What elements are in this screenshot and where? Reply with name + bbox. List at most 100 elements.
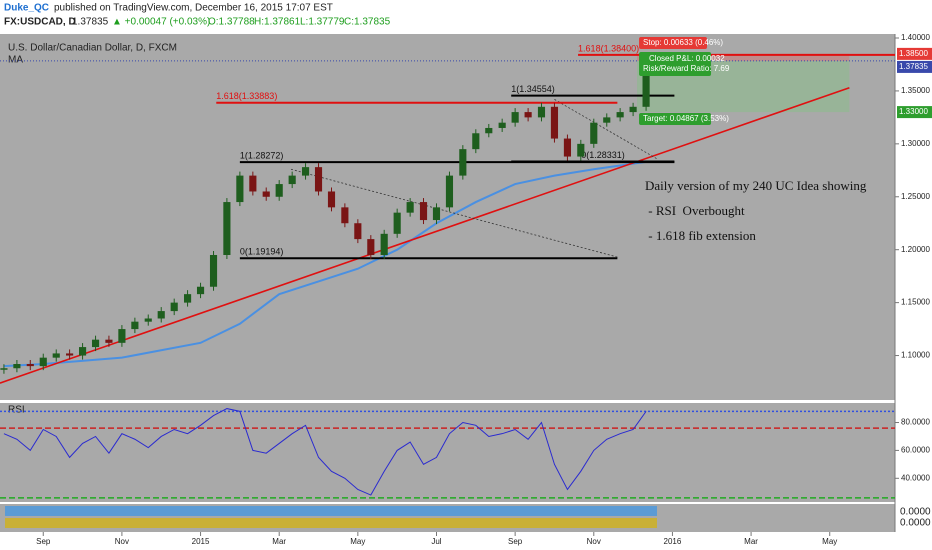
candle-body bbox=[393, 212, 401, 234]
x-tick-label: Nov bbox=[115, 537, 129, 546]
candle-body bbox=[223, 202, 231, 255]
stop-box bbox=[639, 37, 708, 49]
annotation: - 1.618 fib extension bbox=[645, 228, 756, 243]
rsi-line bbox=[3, 408, 647, 496]
candle-body bbox=[288, 175, 296, 185]
candle-body bbox=[131, 321, 139, 330]
candle-body bbox=[79, 347, 87, 356]
candle-body bbox=[105, 339, 113, 343]
candle-body bbox=[0, 368, 8, 370]
candle-body bbox=[472, 133, 480, 150]
candle-body bbox=[537, 106, 546, 118]
rsi-tick-label: 80.0000 bbox=[901, 418, 930, 427]
x-tick-label: May bbox=[822, 537, 837, 546]
price-marker bbox=[897, 60, 932, 73]
rsi-tick-label: 60.0000 bbox=[901, 446, 930, 455]
target-text: Target: 0.04867 (3.53%) bbox=[643, 114, 729, 123]
volume-strip bbox=[5, 506, 657, 528]
y-tick-label: 1.15000 bbox=[901, 298, 930, 307]
last: 1.37835 bbox=[72, 17, 109, 28]
x-tick-label: Jul bbox=[431, 537, 441, 546]
candle-body bbox=[39, 357, 47, 367]
publisher: Duke_QC bbox=[4, 3, 49, 14]
price-marker-label: 1.37835 bbox=[899, 62, 928, 71]
candle-body bbox=[341, 207, 349, 224]
symbol: FX:USDCAD, D bbox=[4, 17, 76, 28]
rsi-tick-label: 40.0000 bbox=[901, 473, 930, 482]
candle-body bbox=[249, 175, 257, 192]
candle-body bbox=[262, 191, 270, 197]
x-tick-label: 2016 bbox=[664, 537, 682, 546]
candle-body bbox=[118, 329, 126, 343]
price-marker-label: 1.38500 bbox=[899, 49, 928, 58]
candle-body bbox=[524, 112, 532, 118]
close: C:1.37835 bbox=[344, 17, 391, 28]
low: L:1.37779 bbox=[300, 17, 345, 28]
candle-body bbox=[170, 302, 178, 312]
candle-body bbox=[590, 122, 598, 144]
y-tick-label: 1.40000 bbox=[901, 33, 930, 42]
candle-body bbox=[367, 239, 375, 255]
candle-body bbox=[432, 207, 441, 221]
annotation: Daily version of my 240 UC Idea showing bbox=[645, 178, 867, 193]
published: published on TradingView.com, December 1… bbox=[54, 3, 333, 14]
stop-zone bbox=[637, 53, 850, 61]
candle-body bbox=[577, 143, 585, 157]
trendline bbox=[290, 168, 618, 258]
candle-body bbox=[196, 286, 205, 295]
x-tick-label: Sep bbox=[508, 537, 523, 546]
strip-label: 0.0000 bbox=[900, 518, 931, 529]
ma-label: MA bbox=[8, 55, 23, 66]
x-tick-label: Mar bbox=[272, 537, 286, 546]
candle-body bbox=[157, 311, 165, 319]
candle-body bbox=[144, 318, 152, 322]
candle-body bbox=[91, 339, 100, 348]
change: ▲ +0.00047 (+0.03%) bbox=[112, 17, 210, 28]
x-tick-label: May bbox=[350, 537, 365, 546]
candle-body bbox=[275, 184, 283, 197]
candle-body bbox=[380, 233, 388, 255]
chart-title: U.S. Dollar/Canadian Dollar, D, FXCM bbox=[8, 43, 177, 54]
price-marker-label: 1.33000 bbox=[899, 107, 928, 116]
pnl-text: Closed P&L: 0.00032 bbox=[649, 54, 725, 63]
target-box bbox=[639, 113, 712, 125]
trendline bbox=[0, 86, 850, 384]
candle-body bbox=[354, 223, 362, 240]
x-tick-label: Nov bbox=[587, 537, 601, 546]
high: H:1.37861 bbox=[254, 17, 301, 28]
y-tick-label: 1.35000 bbox=[901, 86, 930, 95]
fib-label: 1(1.28272) bbox=[240, 151, 284, 161]
fib-label: 1.618(1.33883) bbox=[216, 91, 277, 101]
candle-body bbox=[550, 106, 559, 139]
candle-body bbox=[629, 106, 637, 113]
y-tick-label: 1.25000 bbox=[901, 192, 930, 201]
candle-body bbox=[603, 117, 611, 123]
x-tick-label: Sep bbox=[36, 537, 51, 546]
y-tick-label: 1.10000 bbox=[901, 351, 930, 360]
candle-body bbox=[511, 112, 519, 123]
pnl-box bbox=[639, 52, 712, 76]
candle-body bbox=[26, 364, 34, 367]
candle-body bbox=[314, 167, 323, 192]
price-marker bbox=[897, 47, 932, 60]
candle-body bbox=[13, 364, 21, 369]
x-tick-label: Mar bbox=[744, 537, 758, 546]
fib-label: 1.618(1.38400) bbox=[578, 43, 639, 53]
quote-line: FX:USDCAD, D 1.37835 ▲ +0.00047 (+0.03%)… bbox=[4, 17, 391, 28]
candle-body bbox=[236, 175, 244, 203]
y-tick-label: 1.30000 bbox=[901, 139, 930, 148]
candle-body bbox=[445, 175, 454, 208]
candle-body bbox=[406, 202, 414, 213]
fib-label: 0(1.19194) bbox=[240, 247, 284, 257]
candle-body bbox=[459, 149, 467, 176]
candle-body bbox=[52, 353, 60, 358]
y-tick-label: 1.20000 bbox=[901, 245, 930, 254]
candle-body bbox=[563, 138, 572, 157]
rsi-label: RSI bbox=[8, 405, 25, 416]
candle-body bbox=[184, 294, 192, 303]
candle-body bbox=[209, 254, 218, 287]
annotation: - RSI Overbought bbox=[645, 203, 745, 218]
price-marker bbox=[897, 106, 932, 119]
fib-label: 1(1.34554) bbox=[511, 84, 555, 94]
